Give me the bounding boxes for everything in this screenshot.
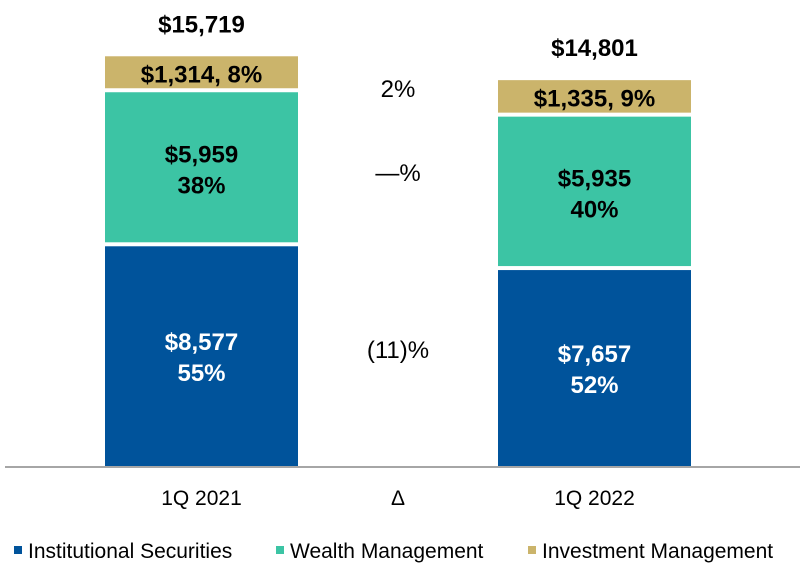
segment-value-label: $8,577 <box>165 329 238 356</box>
delta-label: 2% <box>381 76 416 103</box>
delta-header: Δ <box>391 487 405 510</box>
legend-label: Investment Management <box>542 540 773 563</box>
segment-value-label: $1,335, 9% <box>534 85 655 112</box>
bar-institutional-securities-0 <box>105 246 298 466</box>
bar-investment-management-1 <box>498 80 691 113</box>
total-label: $14,801 <box>551 35 638 62</box>
bar-institutional-securities-1 <box>498 270 691 466</box>
delta-label: (11)% <box>367 337 429 364</box>
segment-percent-label: 55% <box>177 360 225 387</box>
legend-swatch-wealth-management <box>276 546 284 554</box>
x-tick-label: 1Q 2022 <box>554 487 635 510</box>
legend-swatch-institutional-securities <box>14 546 22 554</box>
segment-value-label: $1,314, 8% <box>141 61 262 88</box>
segment-percent-label: 38% <box>177 172 225 199</box>
segment-value-label: $5,935 <box>558 165 631 192</box>
legend-label: Wealth Management <box>290 540 484 563</box>
delta-label: —% <box>375 160 420 187</box>
segment-value-label: $7,657 <box>558 341 631 368</box>
bar-wealth-management-1 <box>498 116 691 267</box>
segment-value-label: $5,959 <box>165 141 238 168</box>
legend-label: Institutional Securities <box>28 540 232 563</box>
bar-investment-management-0 <box>105 56 298 89</box>
x-tick-label: 1Q 2021 <box>161 487 242 510</box>
segment-percent-label: 40% <box>570 196 618 223</box>
segment-percent-label: 52% <box>570 372 618 399</box>
bar-wealth-management-0 <box>105 92 298 243</box>
total-label: $15,719 <box>158 11 245 38</box>
legend-swatch-investment-management <box>528 546 536 554</box>
